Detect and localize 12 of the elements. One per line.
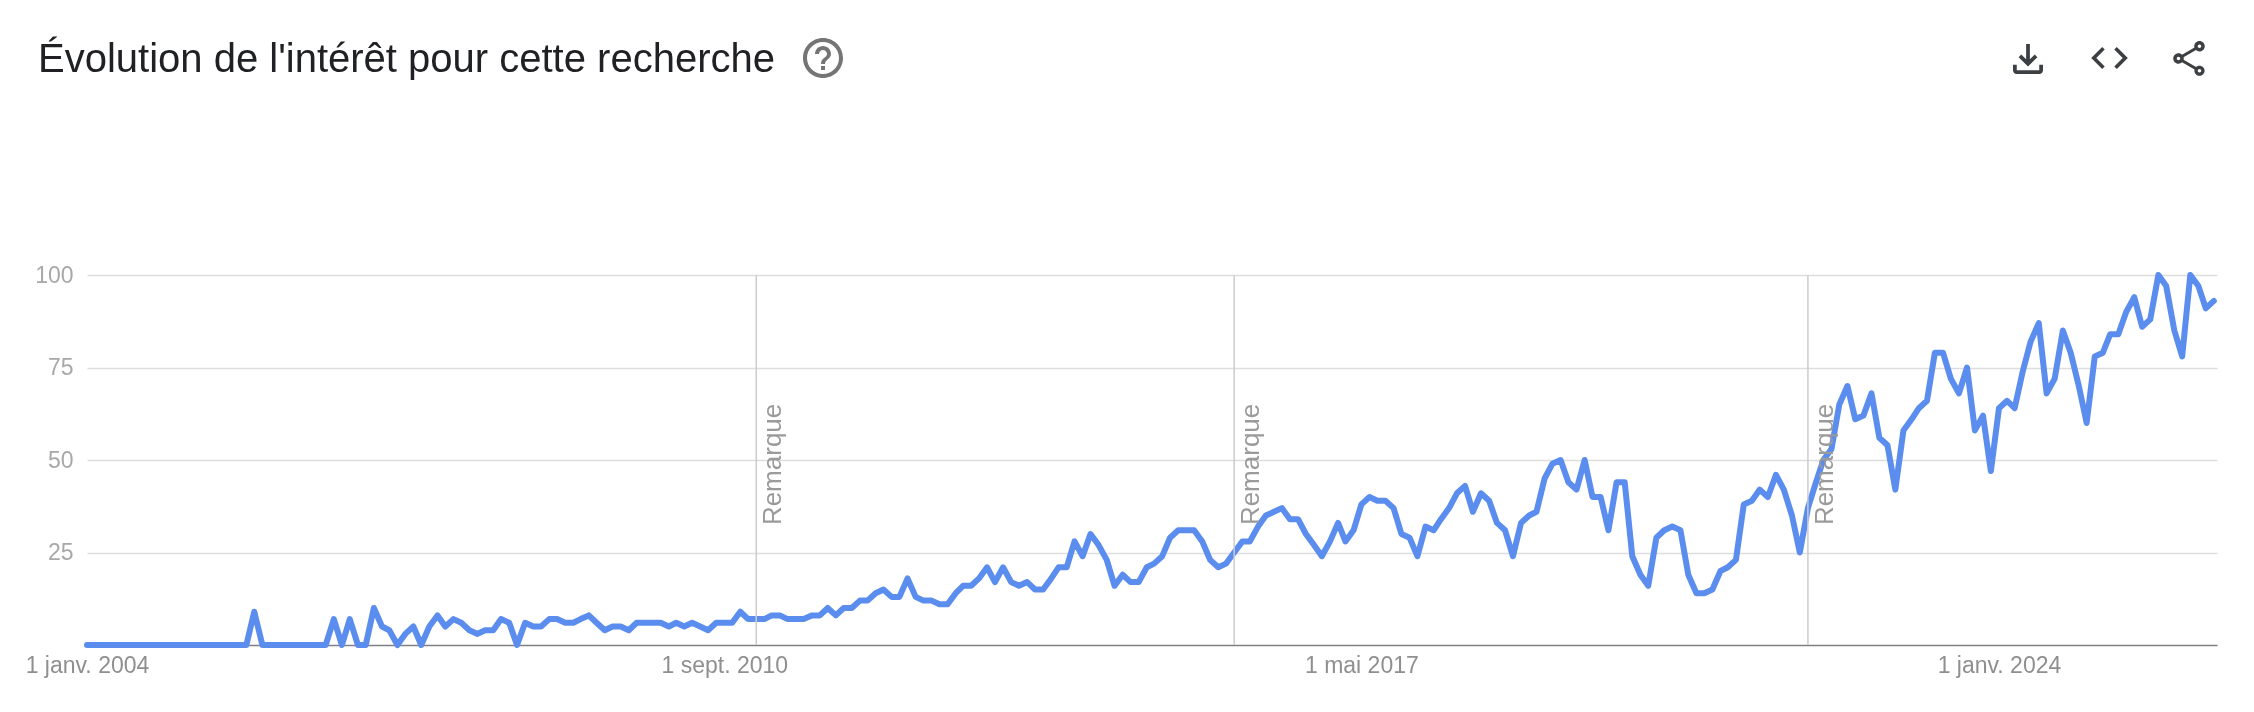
x-tick-label: 1 janv. 2004: [25, 651, 150, 678]
y-tick-label: 25: [47, 539, 74, 565]
x-tick-label: 1 sept. 2010: [661, 651, 789, 678]
y-tick-label: 75: [47, 354, 74, 380]
x-tick-label: 1 janv. 2024: [1937, 651, 2062, 678]
ref-line-label: Remarque: [1235, 403, 1266, 526]
chart-title: Évolution de l'intérêt pour cette recherche: [38, 35, 775, 81]
y-tick-label: 50: [47, 446, 74, 473]
ref-line-label: Remarque: [757, 403, 788, 526]
x-tick-label: 1 mai 2017: [1304, 651, 1419, 678]
ref-line-label: Remarque: [1808, 403, 1839, 526]
y-tick-label: 100: [35, 261, 74, 288]
